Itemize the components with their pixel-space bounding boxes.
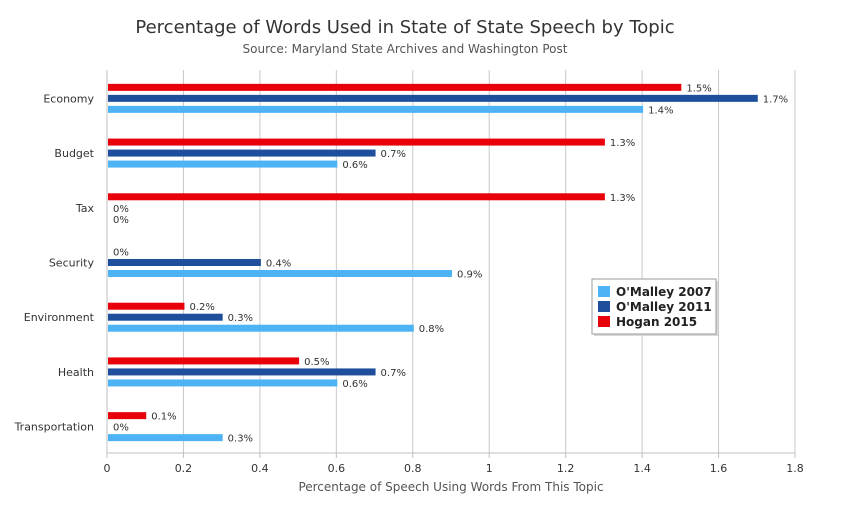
category-label: Health [58,366,94,379]
bar-group: 1.5%1.7%1.4%1.3%0.7%0.6%1.3%0%0%0%0.4%0.… [108,83,788,445]
data-label: 0.5% [304,357,329,368]
data-label: 0% [113,248,129,259]
data-label: 0.1% [151,412,176,423]
bar [108,83,682,91]
x-tick-label: 1.4 [633,462,651,475]
data-label: 0.4% [266,259,291,270]
category-label: Security [49,257,95,270]
data-label: 1.7% [763,94,788,105]
x-tick-label: 0.6 [328,462,346,475]
data-label: 0% [113,423,129,434]
data-label: 0.9% [457,270,482,281]
category-label: Environment [24,311,95,324]
data-label: 0.7% [381,368,406,379]
bar [108,434,223,442]
category-label: Economy [43,92,94,105]
data-label: 0.7% [381,149,406,160]
data-label: 0% [113,204,129,215]
x-axis-ticks: 0 0.2 0.4 0.6 0.8 1 1.2 1.4 1.6 1.8 [104,452,804,475]
data-label: 0.3% [228,434,253,445]
category-label: Tax [75,202,95,215]
bar [108,270,452,277]
x-tick-label: 1.8 [786,462,804,475]
x-axis-title: Percentage of Speech Using Words From Th… [298,480,603,494]
x-tick-label: 0.2 [175,462,193,475]
bar [108,138,605,146]
x-tick-label: 1.2 [557,462,575,475]
legend-swatch [598,286,610,297]
bar [108,412,147,420]
chart-title: Percentage of Words Used in State of Sta… [135,17,674,38]
data-label: 1.4% [648,105,673,116]
data-label: 1.3% [610,138,635,149]
legend-item: O'Malley 2007 [616,285,712,299]
data-label: 1.5% [686,83,711,94]
x-tick-label: 1.6 [710,462,728,475]
bar [108,302,185,310]
chart-subtitle: Source: Maryland State Archives and Wash… [243,42,568,56]
bar [108,149,376,157]
data-label: 0.8% [419,324,444,335]
legend-box [591,278,717,335]
bar [108,324,414,332]
legend-item: Hogan 2015 [616,315,697,329]
bar [108,94,758,102]
bar [108,357,300,365]
x-tick-label: 0.4 [251,462,269,475]
x-tick-label: 1 [486,462,493,475]
bar [108,105,644,113]
data-label: 0.6% [342,379,367,390]
data-label: 0.2% [189,302,214,313]
legend-item: O'Malley 2011 [616,300,712,314]
legend-swatch [598,301,610,312]
bar [108,368,376,376]
data-label: 0.6% [342,160,367,171]
bar [108,313,223,321]
data-label: 0.3% [228,313,253,324]
x-tick-label: 0.8 [404,462,422,475]
bar [108,379,338,387]
category-label: Budget [54,147,94,160]
grid-lines [106,70,796,453]
bar [108,259,261,266]
x-tick-label: 0 [104,462,111,475]
data-label: 1.3% [610,193,635,204]
category-label: Transportation [14,421,94,434]
bar [108,160,338,168]
bar [108,193,605,201]
data-label: 0% [113,215,129,226]
legend-swatch [598,316,610,327]
category-labels: Economy Budget Tax Security Environment Healt… [14,92,95,433]
